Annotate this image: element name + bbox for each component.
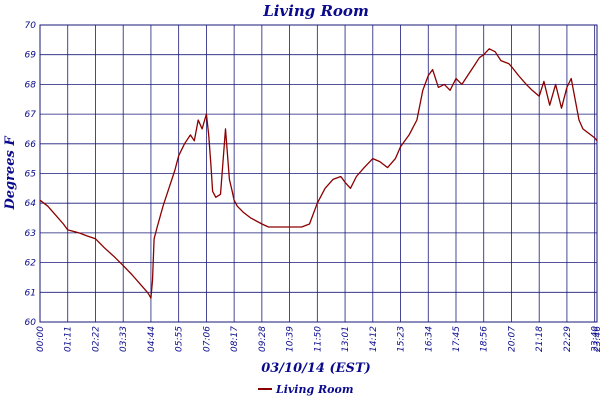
- x-tick-label: 23:40: [591, 326, 600, 352]
- x-tick-label: 16:34: [424, 326, 434, 352]
- x-tick-label: 11:50: [313, 326, 323, 352]
- x-tick-label: 13:01: [341, 326, 351, 352]
- y-tick-label: 68: [25, 80, 37, 90]
- chart-title: Living Room: [262, 2, 369, 20]
- x-tick-label: 10:39: [286, 326, 296, 352]
- y-tick-label: 60: [25, 318, 37, 328]
- x-tick-label: 14:12: [369, 326, 379, 352]
- x-tick-label: 17:45: [452, 326, 462, 352]
- x-tick-label: 20:07: [507, 326, 517, 352]
- x-tick-label: 05:55: [175, 326, 185, 352]
- x-tick-label: 00:00: [36, 326, 46, 352]
- y-axis-label: Degrees F: [3, 136, 18, 211]
- x-tick-label: 21:18: [535, 326, 545, 352]
- x-tick-label: 04:44: [147, 326, 157, 352]
- x-tick-label: 18:56: [480, 326, 490, 352]
- y-tick-label: 62: [25, 259, 37, 269]
- y-tick-label: 70: [25, 21, 37, 31]
- x-tick-label: 15:23: [397, 326, 407, 352]
- x-tick-label: 22:29: [563, 326, 573, 352]
- grid-lines: [39, 24, 598, 323]
- x-tick-label: 08:17: [230, 326, 240, 352]
- y-tick-label: 63: [25, 229, 37, 239]
- y-tick-label: 69: [25, 51, 37, 61]
- x-tick-label: 02:22: [91, 326, 101, 352]
- x-tick-label: 03:33: [119, 326, 129, 352]
- x-axis-label: 03/10/14 (EST): [261, 361, 371, 376]
- x-tick-label: 07:06: [202, 326, 212, 352]
- series-line-living-room: [39, 48, 598, 299]
- x-tick-labels: 00:00 01:11 02:22 03:33 04:44 05:55 07:06 08:17…: [36, 326, 600, 352]
- x-tick-label: 01:11: [64, 326, 74, 352]
- legend: Living Room: [258, 383, 353, 396]
- y-tick-label: 65: [25, 170, 37, 180]
- series-lines: [39, 48, 598, 299]
- y-tick-label: 67: [25, 110, 37, 120]
- y-tick-label: 61: [25, 288, 36, 298]
- legend-label: Living Room: [275, 383, 353, 396]
- y-tick-label: 66: [25, 140, 37, 150]
- x-tick-label: 23:46: [593, 326, 600, 352]
- x-tick-label: 09:28: [258, 326, 268, 352]
- y-tick-labels: 60 61 62 63 64 65 66 67 68 69 70: [25, 21, 37, 328]
- y-tick-label: 64: [25, 199, 37, 209]
